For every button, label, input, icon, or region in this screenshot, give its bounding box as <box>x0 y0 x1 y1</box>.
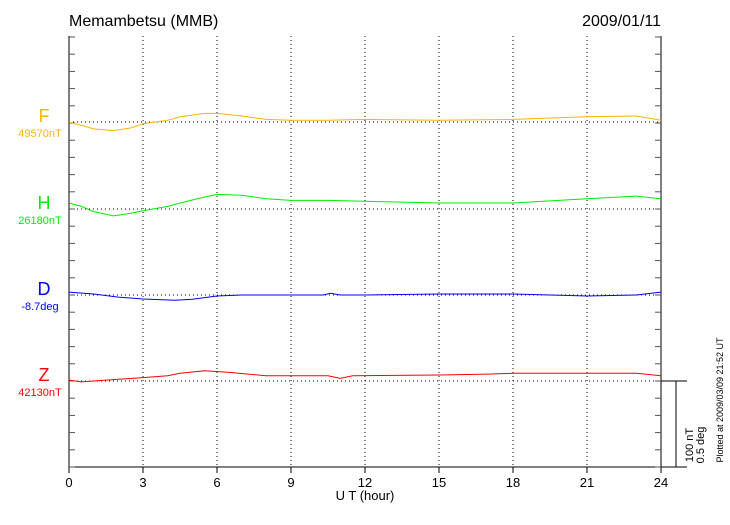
series-baseline-H: 26180nT <box>18 215 62 227</box>
series-name-F: F <box>39 106 50 126</box>
chart-title: Memambetsu (MMB) <box>69 13 218 30</box>
series-line-Z <box>68 370 662 383</box>
series-name-Z: Z <box>39 365 50 385</box>
x-tick-label: 6 <box>213 475 220 490</box>
x-tick-label: 9 <box>287 475 294 490</box>
series-line-H <box>68 193 662 217</box>
x-tick-label: 18 <box>506 475 520 490</box>
x-tick-label: 21 <box>580 475 594 490</box>
x-tick-label: 3 <box>139 475 146 490</box>
x-tick-label: 12 <box>358 475 372 490</box>
x-tick-label: 24 <box>654 475 668 490</box>
chart-date: 2009/01/11 <box>582 13 661 30</box>
series-baseline-D: -8.7deg <box>21 301 58 313</box>
x-tick-label: 15 <box>432 475 446 490</box>
series-baseline-Z: 42130nT <box>18 387 62 399</box>
scale-deg-label: 0.5 deg <box>695 427 707 464</box>
series-name-D: D <box>38 279 51 299</box>
scale-nT-label: 100 nT <box>684 428 696 463</box>
series-baseline-F: 49570nT <box>18 128 62 140</box>
series-line-D <box>68 291 662 301</box>
plotted-at-footer: Plotted at 2009/03/09 21:52 UT <box>715 337 725 463</box>
x-axis-label: U T (hour) <box>336 488 395 503</box>
series-name-H: H <box>38 193 51 213</box>
series-line-F <box>68 112 662 132</box>
x-tick-label: 0 <box>65 475 72 490</box>
